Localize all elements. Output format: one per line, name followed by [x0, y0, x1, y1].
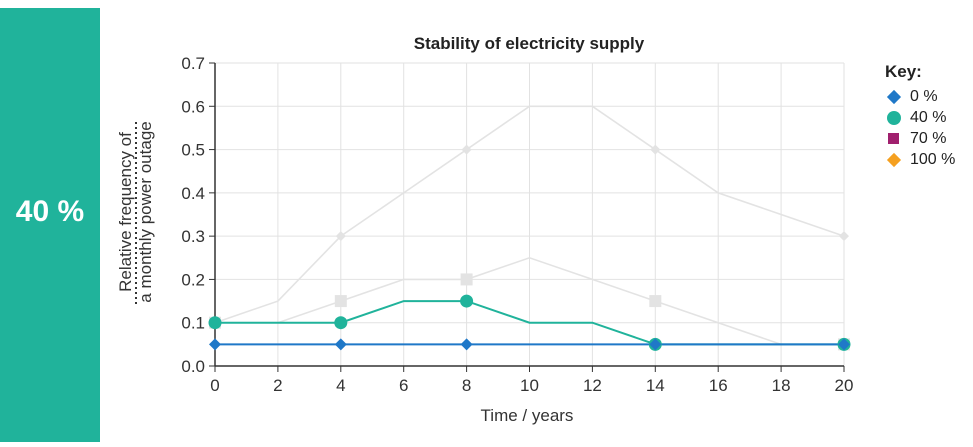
data-point-100-percent — [461, 144, 472, 155]
legend-label: 40 % — [910, 108, 947, 126]
data-point-40-percent — [334, 316, 348, 330]
y-tick-label: 0.0 — [181, 357, 205, 376]
data-point-70-percent — [460, 273, 473, 286]
x-tick-label: 2 — [273, 376, 282, 395]
data-point-0-percent — [460, 338, 473, 351]
x-tick-label: 0 — [210, 376, 219, 395]
series-markers — [208, 144, 851, 351]
y-tick-label: 0.6 — [181, 97, 205, 116]
y-axis-label-line-1: Relative frequency of — [116, 132, 135, 292]
series-line-70-percent — [215, 256, 844, 346]
y-tick-label: 0.7 — [181, 54, 205, 73]
legend-marker-square — [888, 133, 899, 144]
y-tick-label: 0.3 — [181, 227, 205, 246]
x-tick-label: 12 — [583, 376, 602, 395]
y-tick-label: 0.1 — [181, 314, 205, 333]
legend-marker-diamond — [886, 89, 902, 104]
data-point-100-percent — [335, 231, 346, 242]
y-axis-label: Relative frequency of a monthly power ou… — [116, 120, 155, 304]
legend-items: 0 % 40 % 70 % 100 % — [885, 86, 955, 170]
y-tick-label: 0.2 — [181, 270, 205, 289]
selected-scenario-label: 40 % — [15, 195, 85, 228]
x-tick-label: 6 — [399, 376, 408, 395]
data-point-0-percent — [838, 338, 850, 351]
legend-label: 70 % — [910, 129, 947, 147]
data-point-100-percent — [839, 231, 849, 242]
legend-item: 0 % — [885, 86, 955, 107]
data-point-70-percent — [334, 295, 347, 308]
legend-marker-circle — [887, 110, 901, 125]
y-axis-label-line-2: a monthly power outage — [136, 121, 155, 302]
legend-label: 100 % — [910, 150, 956, 168]
data-point-0-percent — [209, 338, 221, 351]
x-tick-label: 20 — [835, 376, 854, 395]
x-tick-label: 8 — [462, 376, 471, 395]
x-axis-label: Time / years — [481, 406, 574, 425]
x-tick-label: 4 — [336, 376, 345, 395]
x-tick-label: 14 — [646, 376, 665, 395]
legend: Key: 0 % 40 % 70 % 100 % — [885, 62, 955, 170]
data-point-70-percent — [649, 295, 662, 308]
legend-item: 70 % — [885, 128, 955, 149]
data-point-0-percent — [334, 338, 347, 351]
side-panel — [0, 8, 100, 442]
x-tick-label: 18 — [772, 376, 791, 395]
y-tick-label: 0.4 — [181, 184, 205, 203]
x-tick-label: 10 — [520, 376, 539, 395]
data-point-40-percent — [208, 316, 222, 330]
legend-marker-diamond — [886, 152, 902, 167]
chart-title: Stability of electricity supply — [414, 34, 645, 53]
series-lines — [214, 105, 845, 346]
legend-label: 0 % — [910, 87, 938, 105]
y-tick-label: 0.5 — [181, 141, 205, 160]
legend-item: 100 % — [885, 149, 955, 170]
legend-title: Key: — [885, 62, 922, 81]
axes: 0 2 4 6 8 10 12 14 16 18 20 0.0 0.1 0.2 0.3 0.4 0.5 0.6 0.… — [181, 54, 853, 395]
data-point-100-percent — [650, 144, 661, 155]
grid — [215, 62, 845, 366]
data-point-0-percent — [649, 338, 662, 351]
legend-item: 40 % — [885, 107, 955, 128]
series-line-100-percent — [214, 105, 845, 324]
x-tick-label: 16 — [709, 376, 728, 395]
data-point-40-percent — [460, 294, 474, 308]
